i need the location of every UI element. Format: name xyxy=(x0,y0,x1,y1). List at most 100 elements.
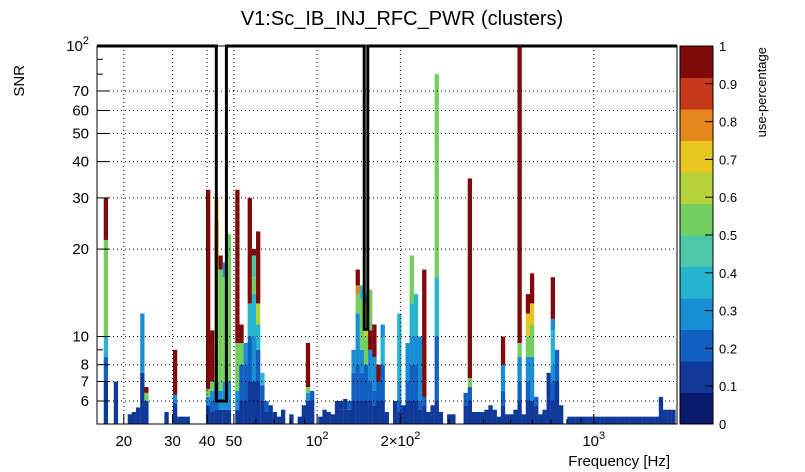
heatmap-cell xyxy=(247,303,252,337)
heatmap-cell xyxy=(256,381,261,424)
colorbar-label: use-percentage xyxy=(754,47,769,137)
heatmap-cell xyxy=(608,416,614,424)
heatmap-cell xyxy=(210,400,215,412)
heatmap-cell xyxy=(351,349,356,373)
heatmap-cell xyxy=(667,409,672,424)
heatmap-cell xyxy=(363,336,369,365)
heatmap-cell xyxy=(235,343,240,391)
heatmap-cell xyxy=(103,239,109,337)
heatmap-cell xyxy=(363,364,369,401)
heatmap-cell xyxy=(554,400,560,424)
heatmap-cell xyxy=(256,231,261,304)
x-tick-label: 20 xyxy=(115,433,132,450)
heatmap-cell xyxy=(413,400,419,424)
heatmap-cell xyxy=(422,405,427,424)
heatmap-cell xyxy=(260,400,265,424)
heatmap-cell xyxy=(525,313,531,337)
colorbar-segment xyxy=(680,140,713,173)
heatmap-cell xyxy=(305,400,311,424)
heatmap-cell xyxy=(434,277,439,337)
heatmap-cell xyxy=(529,303,535,325)
heatmap-cell xyxy=(409,364,414,401)
heatmap-cell xyxy=(397,381,402,401)
heatmap-cell xyxy=(326,411,331,424)
heatmap-cell xyxy=(247,197,252,304)
heatmap-cell xyxy=(405,364,410,382)
heatmap-cell xyxy=(297,416,302,424)
heatmap-cell xyxy=(305,387,311,393)
heatmap-cell xyxy=(583,416,589,424)
heatmap-cell xyxy=(256,324,261,350)
heatmap-cell xyxy=(355,269,360,286)
heatmap-cell xyxy=(368,400,373,424)
heatmap-cell xyxy=(127,414,133,424)
heatmap-cell xyxy=(310,400,315,424)
heatmap-cell xyxy=(384,411,389,424)
heatmap-cell xyxy=(592,416,597,424)
x-tick-label: 102 xyxy=(306,430,329,450)
heatmap-cell xyxy=(206,405,211,424)
heatmap-cell xyxy=(372,390,377,406)
heatmap-cell xyxy=(347,409,352,424)
y-tick-label: 7 xyxy=(81,374,89,391)
heatmap-cell xyxy=(525,400,531,424)
heatmap-cell xyxy=(413,336,419,365)
heatmap-cell xyxy=(380,400,385,424)
heatmap-cell xyxy=(525,357,531,382)
x-tick-label: 2×102 xyxy=(380,430,420,450)
heatmap-cell xyxy=(210,330,215,382)
heatmap-cell xyxy=(430,414,435,424)
heatmap-cell xyxy=(671,409,676,424)
heatmap-cell xyxy=(550,330,556,365)
heatmap-cell xyxy=(401,405,406,424)
heatmap-cell xyxy=(380,336,385,365)
heatmap-cell xyxy=(334,407,340,424)
heatmap-cell xyxy=(343,398,348,410)
heatmap-cell xyxy=(368,349,373,382)
plot-frame xyxy=(96,45,678,425)
colorbar-tick-label: 0.4 xyxy=(719,266,737,281)
heatmap-cell xyxy=(226,234,232,382)
colorbar-segment xyxy=(680,203,713,236)
heatmap-cell xyxy=(650,416,655,424)
heatmap-cell xyxy=(646,416,651,424)
heatmap-cell xyxy=(235,390,240,410)
heatmap-cell xyxy=(239,343,244,365)
heatmap-cell xyxy=(550,381,556,401)
heatmap-cell xyxy=(521,414,526,424)
heatmap-cell xyxy=(658,396,664,424)
heatmap-cell xyxy=(500,364,506,391)
colorbar-tick-label: 0.6 xyxy=(719,190,737,205)
heatmap-cell xyxy=(422,396,427,406)
colorbar-tick-label: 0.5 xyxy=(719,228,737,243)
heatmap-cell xyxy=(525,336,531,358)
heatmap-cell xyxy=(571,416,576,424)
heatmap-cell xyxy=(467,387,473,401)
heatmap-cell xyxy=(218,313,223,391)
y-tick-label: 20 xyxy=(72,241,89,258)
heatmap-cell xyxy=(376,381,381,401)
colorbar-tick-label: 0.9 xyxy=(719,77,737,92)
heatmap-cell xyxy=(550,400,556,424)
heatmap-cell xyxy=(276,416,282,424)
y-tick-label: 30 xyxy=(72,190,89,207)
colorbar-tick-label: 0.3 xyxy=(719,304,737,319)
heatmap-cell xyxy=(355,364,360,401)
heatmap-cell xyxy=(579,416,585,424)
y-tick-label: 102 xyxy=(66,35,89,55)
heatmap-cell xyxy=(662,409,668,424)
heatmap-cell xyxy=(405,381,410,401)
heatmap-cell xyxy=(467,377,473,388)
heatmap-cell xyxy=(210,411,215,424)
heatmap-cell xyxy=(500,336,506,365)
heatmap-cell xyxy=(103,336,109,358)
heatmap-cell xyxy=(359,298,365,314)
heatmap-cell xyxy=(330,414,336,424)
heatmap-cell xyxy=(613,416,618,424)
heatmap-cell xyxy=(289,414,294,424)
heatmap-cell xyxy=(372,357,377,391)
heatmap-cell xyxy=(243,364,248,401)
heatmap-cell xyxy=(517,46,522,344)
heatmap-cell xyxy=(256,349,261,382)
heatmap-cell xyxy=(363,400,369,424)
